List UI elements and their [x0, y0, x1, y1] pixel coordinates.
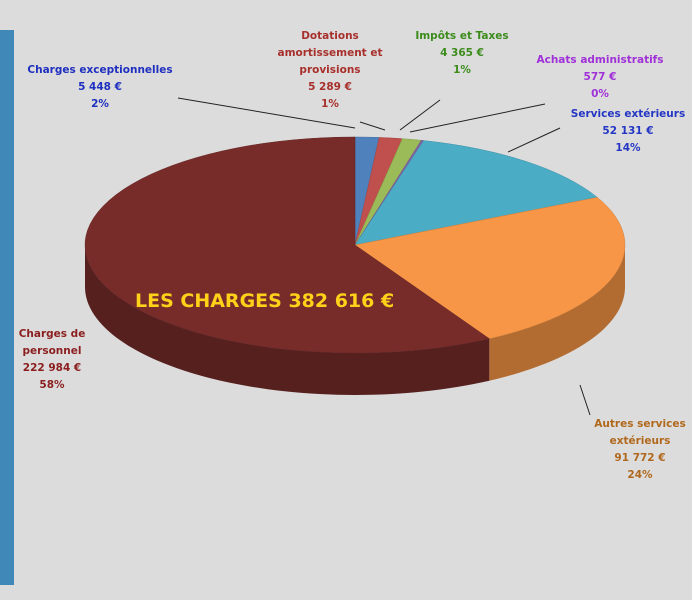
label-percent: 1%	[453, 64, 471, 76]
label-name: Autres services extérieurs	[594, 418, 686, 447]
label-percent: 58%	[39, 379, 65, 391]
leaders	[177, 97, 591, 416]
slice-side	[85, 245, 490, 396]
leader-line	[507, 127, 561, 153]
slice-side	[489, 245, 625, 381]
data-label: Achats administratifs 577 € 0%	[530, 52, 670, 103]
label-amount: 52 131 €	[602, 125, 654, 137]
label-amount: 91 772 €	[614, 452, 666, 464]
label-amount: 577 €	[583, 71, 617, 83]
data-label: Dotations amortissement et provisions 5 2…	[275, 28, 385, 113]
label-name: Achats administratifs	[536, 54, 664, 66]
leader-line	[359, 121, 386, 131]
leader-line	[409, 103, 546, 133]
label-amount: 222 984 €	[22, 362, 82, 374]
data-label: Charges exceptionnelles 5 448 € 2%	[15, 62, 185, 113]
label-percent: 24%	[627, 469, 653, 481]
data-label: Autres services extérieurs 91 772 € 24%	[590, 416, 690, 484]
leader-line	[177, 97, 356, 129]
label-percent: 1%	[321, 98, 339, 110]
leader-line	[399, 99, 441, 131]
data-label: Services extérieurs 52 131 € 14%	[563, 106, 692, 157]
label-percent: 14%	[615, 142, 641, 154]
label-percent: 0%	[591, 88, 609, 100]
label-name: Dotations amortissement et provisions	[277, 30, 383, 76]
label-name: Charges exceptionnelles	[27, 64, 173, 76]
label-amount: 4 365 €	[440, 47, 484, 59]
label-name: Impôts et Taxes	[415, 30, 509, 42]
slice	[354, 197, 626, 339]
slice	[84, 136, 490, 354]
data-label: Charges de personnel 222 984 € 58%	[12, 326, 92, 394]
chart-title: LES CHARGES 382 616 €	[135, 290, 395, 312]
label-amount: 5 448 €	[78, 81, 122, 93]
leader-line	[579, 384, 591, 416]
label-name: Charges de personnel	[18, 328, 86, 357]
slice	[354, 140, 598, 246]
side-strip	[0, 30, 14, 585]
label-amount: 5 289 €	[308, 81, 352, 93]
label-percent: 2%	[91, 98, 109, 110]
pie	[84, 136, 626, 396]
label-name: Services extérieurs	[570, 108, 686, 120]
data-label: Impôts et Taxes 4 365 € 1%	[412, 28, 512, 79]
